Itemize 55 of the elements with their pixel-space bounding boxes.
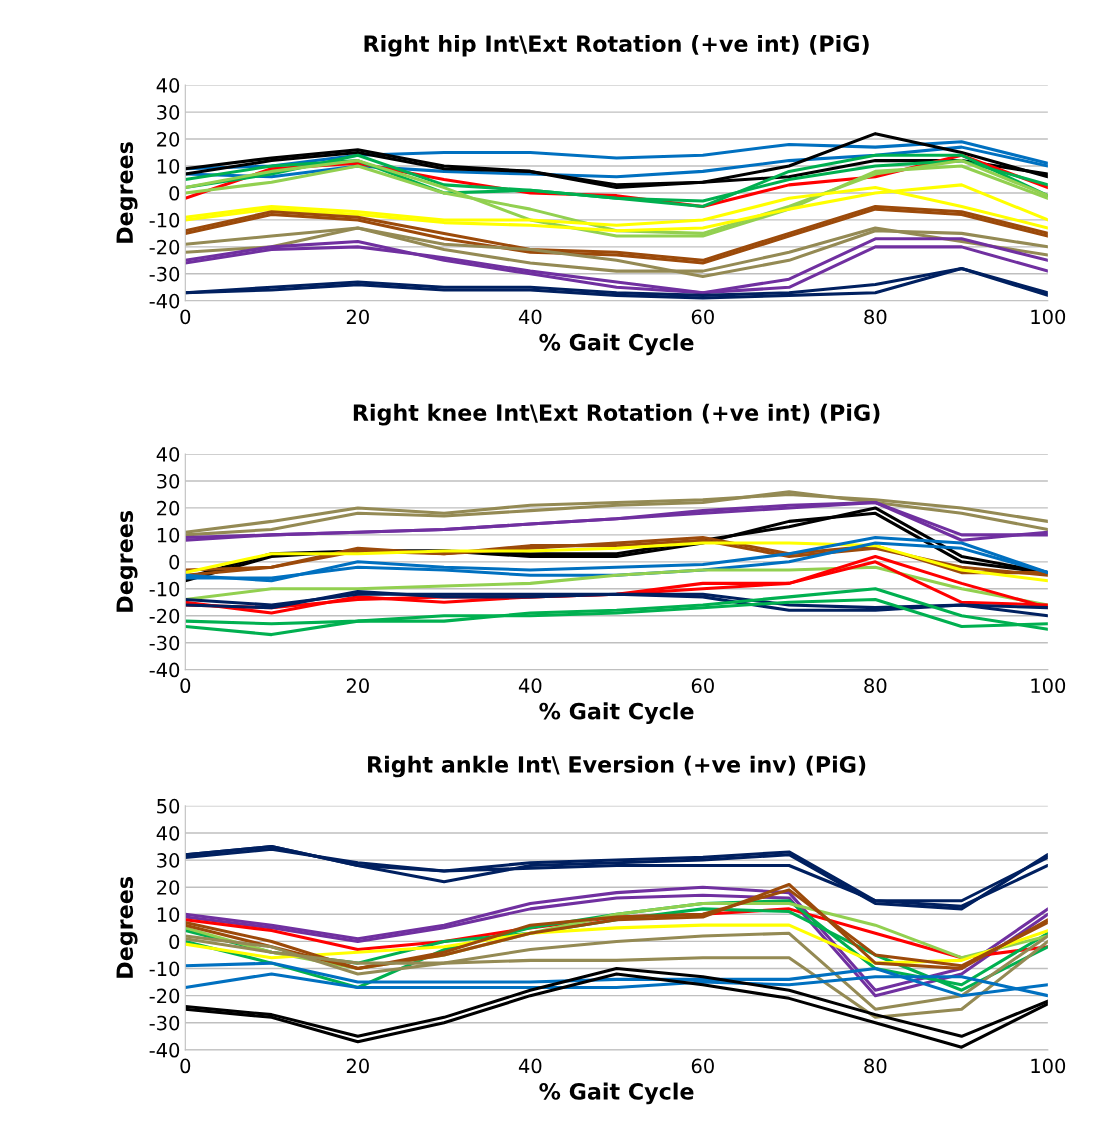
y-tick-label: 10 <box>157 907 180 922</box>
y-tick-label: -10 <box>149 961 180 977</box>
y-tick-label: -40 <box>149 662 180 678</box>
x-tick-label: 20 <box>346 678 369 694</box>
y-tick-label: 10 <box>157 158 180 174</box>
y-tick-label: 40 <box>156 825 180 841</box>
y-tick-label: -40 <box>149 1042 180 1058</box>
x-tick-label: 20 <box>346 1058 369 1074</box>
x-tick-label: 40 <box>518 1058 542 1074</box>
chart-title: Right ankle Int\ Eversion (+ve inv) (PiG) <box>368 755 866 778</box>
y-tick-label: 30 <box>157 853 180 868</box>
y-tick-label: -20 <box>149 608 180 624</box>
y-tick-label: 20 <box>157 880 180 895</box>
y-tick-label: 30 <box>157 473 180 489</box>
y-tick-label: -30 <box>149 635 180 651</box>
y-axis-title: Degrees <box>116 142 138 243</box>
y-tick-label: -30 <box>149 266 180 282</box>
y-axis-title: Degrees <box>116 877 138 978</box>
x-tick-label: 0 <box>180 1058 191 1074</box>
x-tick-label: 60 <box>691 309 714 325</box>
x-tick-label: 40 <box>518 678 542 694</box>
x-tick-label: 0 <box>180 309 191 325</box>
x-tick-label: 20 <box>346 309 369 325</box>
y-tick-label: 40 <box>156 446 180 462</box>
x-axis-title: % Gait Cycle <box>539 702 694 725</box>
x-tick-label: 100 <box>1031 1058 1066 1074</box>
y-tick-label: 30 <box>157 105 180 120</box>
y-tick-label: 10 <box>157 527 180 543</box>
y-tick-label: 0 <box>169 185 180 201</box>
x-tick-label: 40 <box>518 309 542 325</box>
y-tick-label: 40 <box>156 78 180 93</box>
y-tick-label: 20 <box>157 500 180 516</box>
x-tick-label: 0 <box>180 678 191 694</box>
y-tick-label: -10 <box>149 581 180 597</box>
y-tick-label: 20 <box>157 131 180 147</box>
y-tick-label: 50 <box>157 798 180 814</box>
y-tick-label: -20 <box>149 988 180 1004</box>
x-tick-label: 80 <box>864 309 887 325</box>
x-tick-label: 80 <box>864 678 887 694</box>
y-tick-label: -40 <box>149 293 180 309</box>
x-tick-label: 100 <box>1031 309 1066 325</box>
y-tick-label: 0 <box>169 934 180 950</box>
x-tick-label: 100 <box>1031 678 1066 694</box>
y-tick-label: -10 <box>149 212 180 228</box>
y-tick-label: -30 <box>149 1015 180 1031</box>
y-tick-label: -20 <box>149 239 180 255</box>
x-axis-title: % Gait Cycle <box>539 1082 694 1105</box>
x-tick-label: 60 <box>691 678 714 694</box>
x-tick-label: 80 <box>864 1058 887 1074</box>
chart-title: Right knee Int\Ext Rotation (+ve int) (PiG) <box>353 403 880 426</box>
y-tick-label: 0 <box>169 554 180 570</box>
x-tick-label: 60 <box>691 1058 714 1074</box>
chart-title: Right hip Int\Ext Rotation (+ve int) (PiG) <box>364 34 869 57</box>
y-axis-title: Degrees <box>116 511 138 612</box>
x-axis-title: % Gait Cycle <box>539 333 694 356</box>
